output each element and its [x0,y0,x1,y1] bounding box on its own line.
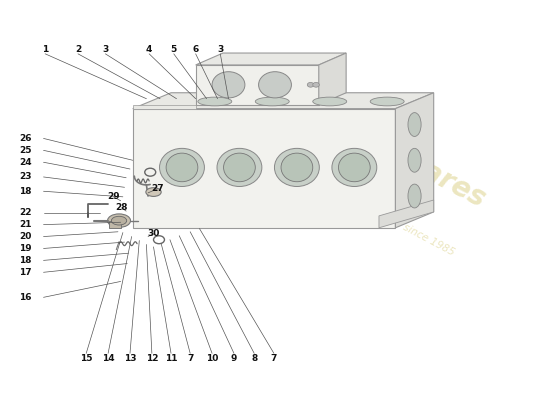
Text: 23: 23 [19,172,31,182]
Text: 22: 22 [19,208,31,217]
Text: 18: 18 [19,256,31,265]
Polygon shape [133,105,196,109]
Text: 5: 5 [170,44,177,54]
Text: 4: 4 [146,44,152,54]
Polygon shape [196,65,319,105]
Ellipse shape [198,97,232,106]
Ellipse shape [217,148,262,186]
Ellipse shape [212,72,245,98]
Text: 2: 2 [75,44,81,54]
Text: 9: 9 [231,354,237,363]
Text: 30: 30 [147,229,160,238]
Ellipse shape [255,97,289,106]
Text: 24: 24 [19,158,31,167]
Circle shape [313,82,320,87]
Text: 14: 14 [102,354,114,363]
Ellipse shape [408,148,421,172]
Polygon shape [133,109,395,228]
Ellipse shape [223,153,255,182]
Text: eurospares: eurospares [322,107,491,214]
Text: 21: 21 [19,220,31,229]
Ellipse shape [108,214,130,228]
Text: 16: 16 [19,293,31,302]
Ellipse shape [332,148,377,186]
Ellipse shape [160,148,205,186]
Ellipse shape [274,148,320,186]
Ellipse shape [338,153,370,182]
Text: 12: 12 [146,354,158,363]
Text: 3: 3 [217,44,223,54]
Text: 3: 3 [102,44,108,54]
Polygon shape [196,53,346,65]
FancyBboxPatch shape [109,221,120,228]
Text: 18: 18 [19,187,31,196]
Text: 19: 19 [19,244,31,253]
Text: 10: 10 [206,354,218,363]
Text: 1: 1 [42,44,48,54]
Text: 26: 26 [19,134,31,143]
Text: 25: 25 [19,146,31,155]
Ellipse shape [281,153,313,182]
Text: 29: 29 [107,192,120,201]
Ellipse shape [313,97,346,106]
Text: 27: 27 [151,184,164,193]
Polygon shape [133,93,434,109]
Ellipse shape [166,153,198,182]
Polygon shape [395,93,434,228]
Text: 15: 15 [80,354,92,363]
Text: 17: 17 [19,268,31,277]
Text: 7: 7 [271,354,277,363]
Text: a passion for parts since 1985: a passion for parts since 1985 [313,175,456,257]
Ellipse shape [112,216,126,225]
Polygon shape [379,200,434,228]
Text: 20: 20 [19,232,31,241]
Text: 8: 8 [251,354,257,363]
Ellipse shape [408,113,421,136]
Ellipse shape [370,97,404,106]
Ellipse shape [146,188,161,196]
Ellipse shape [258,72,292,98]
Ellipse shape [408,184,421,208]
Circle shape [307,82,314,87]
Text: 7: 7 [187,354,194,363]
Text: 13: 13 [124,354,136,363]
Text: 6: 6 [192,44,199,54]
Text: 28: 28 [116,204,128,212]
Text: 11: 11 [165,354,177,363]
Polygon shape [319,53,346,105]
